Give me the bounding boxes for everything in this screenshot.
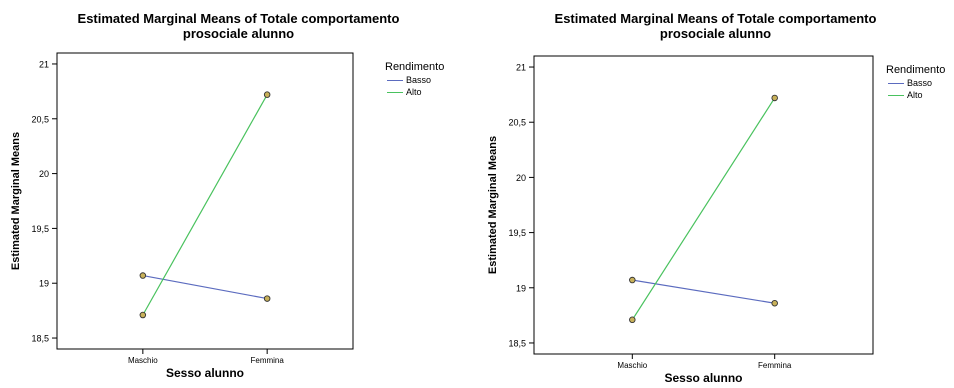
y-tick-label: 18,5 bbox=[31, 334, 49, 344]
y-tick-label: 19,5 bbox=[508, 228, 526, 238]
x-tick-label: Femmina bbox=[758, 361, 792, 370]
series-line-basso bbox=[142, 274, 268, 300]
legend-label-basso: Basso bbox=[406, 75, 432, 85]
legend-title: Rendimento bbox=[385, 61, 445, 73]
y-axis-label: Estimated Marginal Means bbox=[487, 136, 499, 274]
legend-label-alto: Alto bbox=[406, 87, 422, 97]
x-tick-label: Maschio bbox=[128, 356, 158, 365]
chart-panel-left: Estimated Marginal Means of Totale compo… bbox=[0, 11, 477, 380]
x-axis-label: Sesso alunno bbox=[166, 366, 244, 380]
legend-item-basso: Basso bbox=[385, 74, 444, 86]
legend-item-basso: Basso bbox=[886, 77, 945, 89]
legend-item-alto: Alto bbox=[385, 86, 444, 98]
y-tick-label: 21 bbox=[516, 63, 526, 73]
chart-svg: 18,5 19 19,5 20 20,5 21 Maschio Femmina Sesso al… bbox=[487, 55, 874, 385]
y-tick-label: 18,5 bbox=[508, 338, 526, 348]
legend: Rendimento Basso Alto bbox=[886, 64, 945, 101]
data-point-basso bbox=[263, 295, 271, 302]
legend-swatch-alto bbox=[888, 94, 904, 96]
legend-item-alto: Alto bbox=[886, 89, 945, 101]
plot-frame bbox=[56, 52, 354, 350]
legend-label-alto: Alto bbox=[907, 90, 923, 100]
y-tick-label: 19 bbox=[39, 279, 49, 289]
y-tick-label: 19 bbox=[516, 283, 526, 293]
data-point-basso bbox=[139, 272, 147, 279]
x-tick-label: Maschio bbox=[617, 361, 647, 370]
data-point-alto bbox=[139, 311, 147, 319]
data-point-basso bbox=[771, 299, 778, 307]
series-line-alto bbox=[631, 97, 776, 321]
legend-swatch-basso bbox=[888, 82, 904, 84]
chart-svg: 18,5 19 19,5 20 20,5 21 Maschio Femmina Sesso al… bbox=[10, 52, 354, 380]
series-line-alto bbox=[142, 94, 268, 316]
chart-title-line2: prosociale alunno bbox=[182, 26, 295, 41]
chart-title-line1: Estimated Marginal Means of Totale compo… bbox=[554, 11, 877, 26]
chart-title-line1: Estimated Marginal Means of Totale compo… bbox=[77, 11, 400, 26]
y-tick-label: 20,5 bbox=[31, 114, 49, 124]
chart-title: Estimated Marginal Means of Totale compo… bbox=[0, 11, 477, 41]
y-axis-label: Estimated Marginal Means bbox=[10, 132, 22, 270]
x-axis-label: Sesso alunno bbox=[664, 371, 742, 385]
y-tick-label: 20 bbox=[516, 173, 526, 183]
legend-title: Rendimento bbox=[886, 64, 946, 76]
x-tick-label: Femmina bbox=[250, 356, 284, 365]
legend: Rendimento Basso Alto bbox=[385, 61, 444, 98]
chart-title-line2: prosociale alunno bbox=[659, 26, 772, 41]
y-tick-label: 19,5 bbox=[31, 224, 49, 234]
data-point-alto bbox=[629, 316, 636, 324]
y-tick-label: 20,5 bbox=[508, 118, 526, 128]
y-tick-label: 20 bbox=[39, 169, 49, 179]
chart-panel-right: Estimated Marginal Means of Totale compo… bbox=[477, 0, 954, 388]
data-point-alto bbox=[263, 91, 271, 98]
plot-frame bbox=[533, 55, 874, 355]
legend-swatch-alto bbox=[387, 91, 403, 93]
chart-title: Estimated Marginal Means of Totale compo… bbox=[477, 11, 954, 41]
data-point-alto bbox=[771, 94, 778, 102]
series-line-basso bbox=[632, 279, 775, 304]
legend-label-basso: Basso bbox=[907, 78, 933, 88]
y-tick-label: 21 bbox=[39, 59, 49, 69]
data-point-basso bbox=[629, 276, 636, 284]
legend-swatch-basso bbox=[387, 79, 403, 81]
